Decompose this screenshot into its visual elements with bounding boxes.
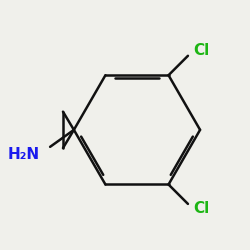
Text: Cl: Cl (193, 44, 209, 59)
Text: H₂N: H₂N (8, 146, 40, 162)
Text: Cl: Cl (193, 201, 209, 216)
